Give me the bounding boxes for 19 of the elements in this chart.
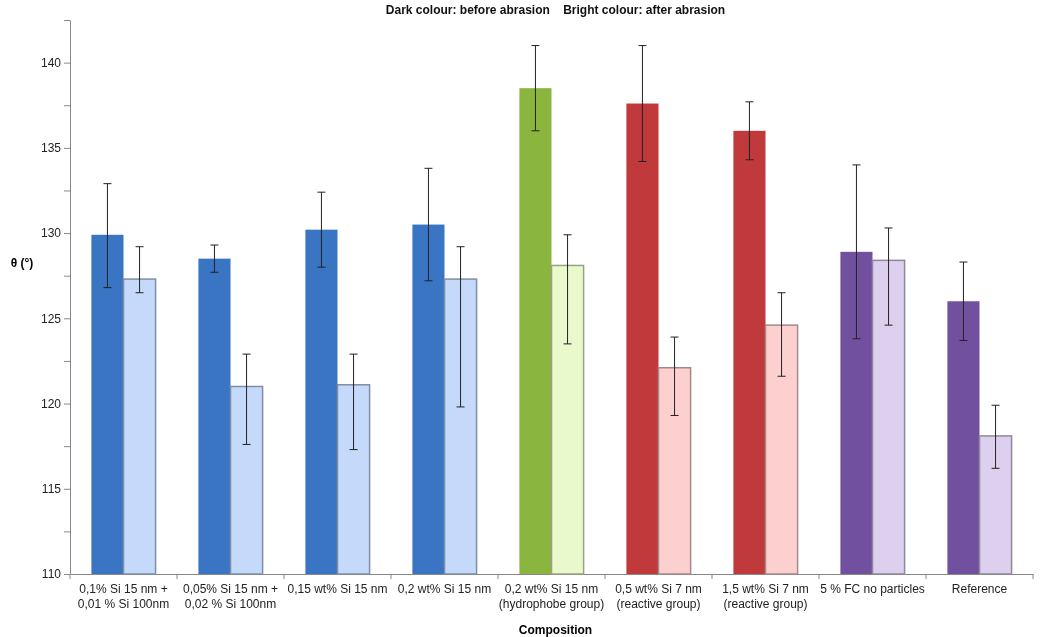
- y-axis-title: θ (°): [10, 256, 34, 270]
- x-axis-title: Composition: [518, 623, 593, 637]
- x-tick-label: 0,2 wt% Si 15 nm: [397, 582, 492, 596]
- y-tick-label: 120: [40, 396, 62, 411]
- x-tick-label: 0,2 wt% Si 15 nm (hydrophobe group): [498, 582, 605, 611]
- y-tick-label: 115: [41, 482, 62, 497]
- chart-title: Dark colour: before abrasion Bright colour: after abrasion: [385, 3, 726, 17]
- y-tick-label: 130: [40, 226, 62, 241]
- x-tick-label: 0,05% Si 15 nm + 0,02 % Si 100nm: [182, 582, 279, 611]
- x-tick-label: 0,15 wt% Si 15 nm: [287, 582, 388, 596]
- x-tick-label: 0,1% Si 15 nm + 0,01 % Si 100nm: [77, 582, 170, 611]
- x-tick-label: 1,5 wt% Si 7 nm (reactive group): [722, 582, 809, 611]
- y-tick-label: 125: [40, 311, 62, 326]
- y-tick-label: 140: [40, 55, 62, 70]
- x-tick-label: 0,5 wt% Si 7 nm (reactive group): [615, 582, 702, 611]
- y-tick-label: 110: [41, 567, 62, 582]
- x-tick-label: Reference: [951, 582, 1008, 596]
- y-tick-label: 135: [40, 141, 62, 156]
- x-tick-label: 5 % FC no particles: [820, 582, 925, 596]
